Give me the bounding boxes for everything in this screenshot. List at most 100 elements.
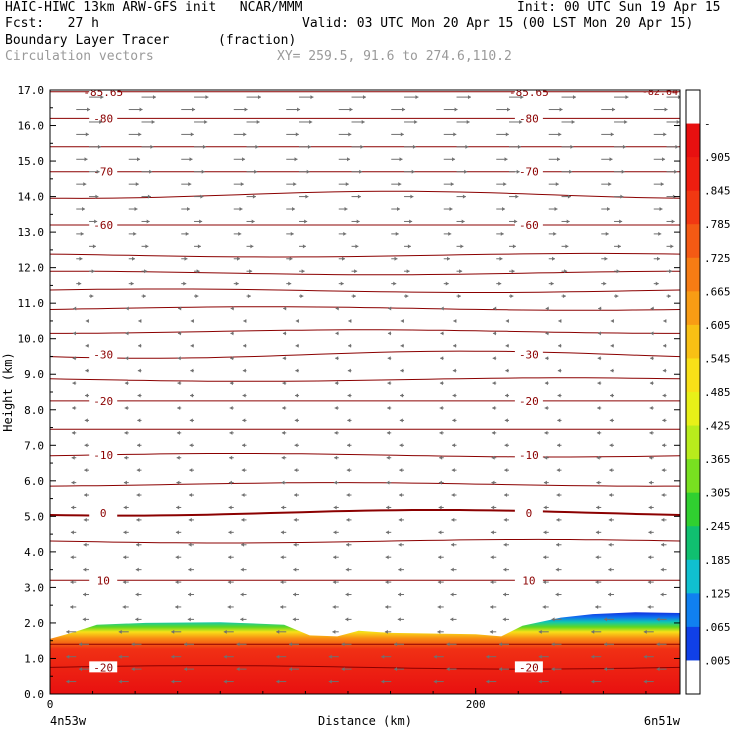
wind-vector-head xyxy=(492,405,496,410)
wind-vector-head xyxy=(187,207,191,212)
cross-section-coords: XY= 259.5, 91.6 to 274.6,110.2 xyxy=(277,49,512,64)
wind-vector-head xyxy=(82,207,86,212)
wind-vector-head xyxy=(450,592,454,597)
x-tick-label: 200 xyxy=(466,698,486,711)
wind-vector-head xyxy=(400,393,404,398)
wind-vector-head xyxy=(131,667,135,672)
wind-vector-head xyxy=(254,169,258,174)
wind-vector-head xyxy=(450,182,454,187)
wind-vector-head xyxy=(491,455,495,460)
wind-vector-head xyxy=(499,667,503,672)
wind-vector-head xyxy=(591,654,595,659)
wind-vector-head xyxy=(437,580,441,585)
wind-vector-head xyxy=(138,343,142,348)
contour-label-bg xyxy=(89,90,118,97)
wind-vector-head xyxy=(342,256,345,261)
wind-vector-head xyxy=(70,580,74,585)
wind-vector-head xyxy=(512,244,516,249)
wind-vector-head xyxy=(79,256,83,261)
wind-vector-head xyxy=(467,95,471,100)
wind-vector-head xyxy=(551,642,555,647)
wind-vector-head xyxy=(503,542,507,547)
wind-vector-head xyxy=(504,493,508,498)
wind-vector-head xyxy=(438,480,442,485)
wind-vector-head xyxy=(595,555,599,560)
wind-vector-head xyxy=(660,182,664,187)
wind-vector-head xyxy=(256,119,260,124)
wind-vector-head xyxy=(604,256,608,261)
wind-vector-head xyxy=(85,132,89,137)
wind-vector-head xyxy=(439,405,443,410)
wind-vector-head xyxy=(123,555,127,560)
wind-vector-head xyxy=(565,244,569,249)
wind-vector-head xyxy=(492,381,496,386)
contour-label: 0 xyxy=(100,507,107,520)
colorbar-swatch xyxy=(686,392,700,427)
wind-vector-head xyxy=(230,306,234,311)
wind-vector-head xyxy=(228,530,232,535)
y-tick-label: 3.0 xyxy=(24,581,44,594)
wind-vector-head xyxy=(516,169,520,174)
wind-vector-head xyxy=(190,318,194,323)
wind-vector-head xyxy=(394,256,398,261)
colorbar-label: .185 xyxy=(704,554,731,567)
wind-vector-head xyxy=(385,555,389,560)
colorbar-label: .785 xyxy=(704,218,731,231)
wind-vector-head xyxy=(289,667,293,672)
wind-vector-head xyxy=(175,604,179,609)
y-tick-label: 13.0 xyxy=(18,226,45,239)
wind-vector-head xyxy=(397,617,401,622)
y-tick-label: 2.0 xyxy=(24,617,44,630)
wind-vector-head xyxy=(177,331,181,336)
wind-vector-head xyxy=(569,169,573,174)
wind-vector-head xyxy=(290,231,294,236)
wind-vector-head xyxy=(136,493,140,498)
wind-vector-head xyxy=(295,132,299,137)
wind-vector-head xyxy=(400,318,404,323)
wind-vector-head xyxy=(97,144,101,149)
wind-vector-head xyxy=(137,443,141,448)
wind-vector-head xyxy=(334,405,338,410)
wind-vector-head xyxy=(100,95,104,100)
wind-vector-head xyxy=(604,642,608,647)
wind-vector-head xyxy=(555,592,559,597)
wind-vector-head xyxy=(242,443,246,448)
wind-vector-head xyxy=(385,530,389,535)
wind-vector-head xyxy=(504,157,508,162)
wind-vector-head xyxy=(190,132,194,137)
wind-vector-head xyxy=(201,169,205,174)
wind-vector-head xyxy=(433,654,437,659)
wind-vector-head xyxy=(190,393,194,398)
y-tick-label: 5.0 xyxy=(24,510,44,523)
contour-label-bg xyxy=(514,394,543,406)
wind-vector-head xyxy=(620,194,624,199)
contour-label-bg xyxy=(89,112,118,124)
wind-vector-head xyxy=(71,480,75,485)
wind-vector-head xyxy=(452,393,456,398)
wind-vector-head xyxy=(505,368,509,373)
wind-vector-head xyxy=(236,642,240,647)
wind-vector-head xyxy=(289,256,293,261)
colorbar-frame xyxy=(685,89,701,695)
wind-vector-head xyxy=(362,95,366,100)
wind-vector-head xyxy=(348,343,352,348)
wind-vector-head xyxy=(85,393,89,398)
wind-vector-head xyxy=(438,530,442,535)
wind-vector-head xyxy=(648,505,652,510)
wind-vector-head xyxy=(490,604,494,609)
wind-vector-head xyxy=(240,567,244,572)
wind-vector-head xyxy=(177,356,181,361)
wind-vector-head xyxy=(398,567,402,572)
wind-vector-head xyxy=(386,455,390,460)
wind-vector-head xyxy=(243,318,247,323)
wind-vector-head xyxy=(345,567,349,572)
wind-vector-head xyxy=(556,517,560,522)
wind-vector-head xyxy=(395,231,399,236)
wind-vector-head xyxy=(185,231,189,236)
contour-label: -85.65 xyxy=(83,86,123,99)
wind-vector-head xyxy=(250,244,254,249)
wind-vector-head xyxy=(242,368,246,373)
wind-vector-head xyxy=(669,269,673,274)
wind-vector-head xyxy=(149,169,153,174)
wind-vector-head xyxy=(514,219,518,224)
